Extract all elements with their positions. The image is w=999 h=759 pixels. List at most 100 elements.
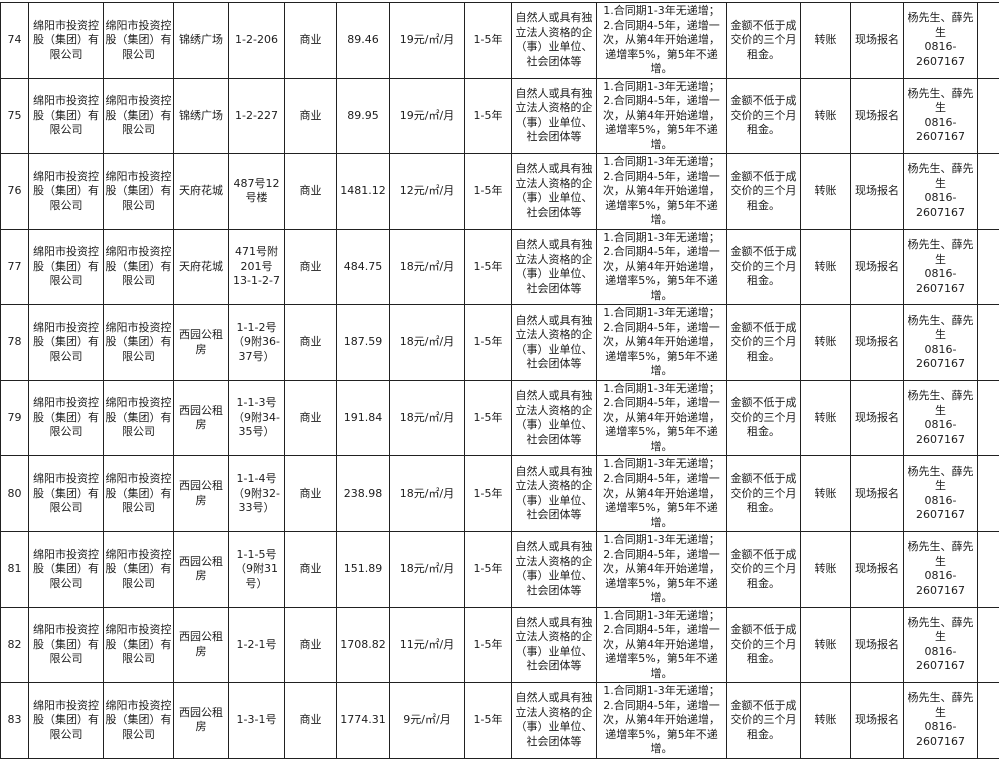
cell-contact: 杨先生、薛先生 0816-2607167 (904, 607, 978, 683)
cell-deposit_terms: 金额不低于成交价的三个月租金。 (727, 607, 801, 683)
cell-unit_number: 1-3-1号 (229, 683, 285, 759)
cell-deposit_terms: 金额不低于成交价的三个月租金。 (727, 78, 801, 154)
cell-area_sqm: 89.95 (337, 78, 390, 154)
cell-managing_company: 绵阳市投资控股（集团）有限公司 (104, 154, 174, 230)
cell-unit_number: 487号12号楼 (229, 154, 285, 230)
cell-seq: 76 (1, 154, 29, 230)
cell-area_sqm: 238.98 (337, 456, 390, 532)
cell-notes (978, 456, 999, 532)
cell-payment_method: 转账 (801, 229, 851, 305)
cell-contact: 杨先生、薛先生 0816-2607167 (904, 532, 978, 608)
cell-use_type: 商业 (285, 532, 337, 608)
cell-use_type: 商业 (285, 229, 337, 305)
cell-property_name: 西园公租房 (174, 380, 229, 456)
cell-unit_number: 1-2-206 (229, 3, 285, 79)
cell-property_name: 西园公租房 (174, 607, 229, 683)
cell-rent_increase_terms: 1.合同期1-3年无递增； 2.合同期4-5年，递增一次，从第4年开始递增，递增… (597, 229, 727, 305)
cell-seq: 74 (1, 3, 29, 79)
cell-registration_method: 现场报名 (851, 305, 904, 381)
cell-seq: 79 (1, 380, 29, 456)
cell-seq: 78 (1, 305, 29, 381)
cell-owner_company: 绵阳市投资控股（集团）有限公司 (29, 380, 104, 456)
cell-rent_increase_terms: 1.合同期1-3年无递增； 2.合同期4-5年，递增一次，从第4年开始递增，递增… (597, 154, 727, 230)
cell-payment_method: 转账 (801, 607, 851, 683)
cell-lease_term: 1-5年 (465, 154, 512, 230)
cell-use_type: 商业 (285, 305, 337, 381)
cell-rent_increase_terms: 1.合同期1-3年无递增； 2.合同期4-5年，递增一次，从第4年开始递增，递增… (597, 3, 727, 79)
cell-notes (978, 78, 999, 154)
cell-rent_increase_terms: 1.合同期1-3年无递增； 2.合同期4-5年，递增一次，从第4年开始递增，递增… (597, 532, 727, 608)
cell-unit_number: 1-1-3号（9附34-35号） (229, 380, 285, 456)
cell-registration_method: 现场报名 (851, 607, 904, 683)
cell-notes (978, 3, 999, 79)
cell-rent_increase_terms: 1.合同期1-3年无递增； 2.合同期4-5年，递增一次，从第4年开始递增，递增… (597, 305, 727, 381)
cell-eligible_bidders: 自然人或具有独立法人资格的企（事）业单位、社会团体等 (512, 3, 597, 79)
cell-payment_method: 转账 (801, 3, 851, 79)
cell-payment_method: 转账 (801, 456, 851, 532)
cell-contact: 杨先生、薛先生 0816-2607167 (904, 683, 978, 759)
cell-property_name: 西园公租房 (174, 683, 229, 759)
cell-payment_method: 转账 (801, 683, 851, 759)
cell-payment_method: 转账 (801, 305, 851, 381)
cell-use_type: 商业 (285, 78, 337, 154)
cell-rent_increase_terms: 1.合同期1-3年无递增； 2.合同期4-5年，递增一次，从第4年开始递增，递增… (597, 683, 727, 759)
cell-area_sqm: 187.59 (337, 305, 390, 381)
cell-contact: 杨先生、薛先生 0816-2607167 (904, 456, 978, 532)
cell-unit_number: 471号附201号 13-1-2-7 (229, 229, 285, 305)
cell-unit_number: 1-1-4号（9附32-33号） (229, 456, 285, 532)
cell-notes (978, 683, 999, 759)
cell-unit_number: 1-2-1号 (229, 607, 285, 683)
cell-notes (978, 229, 999, 305)
cell-deposit_terms: 金额不低于成交价的三个月租金。 (727, 305, 801, 381)
cell-registration_method: 现场报名 (851, 532, 904, 608)
cell-rent_price: 18元/㎡/月 (390, 456, 465, 532)
cell-unit_number: 1-2-227 (229, 78, 285, 154)
cell-eligible_bidders: 自然人或具有独立法人资格的企（事）业单位、社会团体等 (512, 305, 597, 381)
cell-owner_company: 绵阳市投资控股（集团）有限公司 (29, 3, 104, 79)
cell-rent_price: 12元/㎡/月 (390, 154, 465, 230)
cell-managing_company: 绵阳市投资控股（集团）有限公司 (104, 380, 174, 456)
cell-managing_company: 绵阳市投资控股（集团）有限公司 (104, 456, 174, 532)
cell-notes (978, 154, 999, 230)
cell-managing_company: 绵阳市投资控股（集团）有限公司 (104, 607, 174, 683)
cell-eligible_bidders: 自然人或具有独立法人资格的企（事）业单位、社会团体等 (512, 78, 597, 154)
cell-area_sqm: 484.75 (337, 229, 390, 305)
cell-rent_price: 11元/㎡/月 (390, 607, 465, 683)
cell-eligible_bidders: 自然人或具有独立法人资格的企（事）业单位、社会团体等 (512, 154, 597, 230)
cell-rent_increase_terms: 1.合同期1-3年无递增； 2.合同期4-5年，递增一次，从第4年开始递增，递增… (597, 78, 727, 154)
cell-eligible_bidders: 自然人或具有独立法人资格的企（事）业单位、社会团体等 (512, 607, 597, 683)
cell-lease_term: 1-5年 (465, 229, 512, 305)
cell-payment_method: 转账 (801, 532, 851, 608)
cell-eligible_bidders: 自然人或具有独立法人资格的企（事）业单位、社会团体等 (512, 683, 597, 759)
cell-area_sqm: 89.46 (337, 3, 390, 79)
cell-lease_term: 1-5年 (465, 380, 512, 456)
cell-rent_price: 9元/㎡/月 (390, 683, 465, 759)
cell-rent_price: 18元/㎡/月 (390, 380, 465, 456)
cell-owner_company: 绵阳市投资控股（集团）有限公司 (29, 305, 104, 381)
cell-contact: 杨先生、薛先生 0816-2607167 (904, 3, 978, 79)
cell-registration_method: 现场报名 (851, 683, 904, 759)
cell-owner_company: 绵阳市投资控股（集团）有限公司 (29, 607, 104, 683)
cell-rent_increase_terms: 1.合同期1-3年无递增； 2.合同期4-5年，递增一次，从第4年开始递增，递增… (597, 456, 727, 532)
cell-deposit_terms: 金额不低于成交价的三个月租金。 (727, 532, 801, 608)
cell-registration_method: 现场报名 (851, 380, 904, 456)
cell-rent_increase_terms: 1.合同期1-3年无递增； 2.合同期4-5年，递增一次，从第4年开始递增，递增… (597, 380, 727, 456)
cell-use_type: 商业 (285, 154, 337, 230)
cell-managing_company: 绵阳市投资控股（集团）有限公司 (104, 3, 174, 79)
cell-registration_method: 现场报名 (851, 456, 904, 532)
cell-eligible_bidders: 自然人或具有独立法人资格的企（事）业单位、社会团体等 (512, 532, 597, 608)
cell-notes (978, 380, 999, 456)
cell-lease_term: 1-5年 (465, 3, 512, 79)
cell-payment_method: 转账 (801, 78, 851, 154)
cell-contact: 杨先生、薛先生 0816-2607167 (904, 78, 978, 154)
cell-owner_company: 绵阳市投资控股（集团）有限公司 (29, 154, 104, 230)
